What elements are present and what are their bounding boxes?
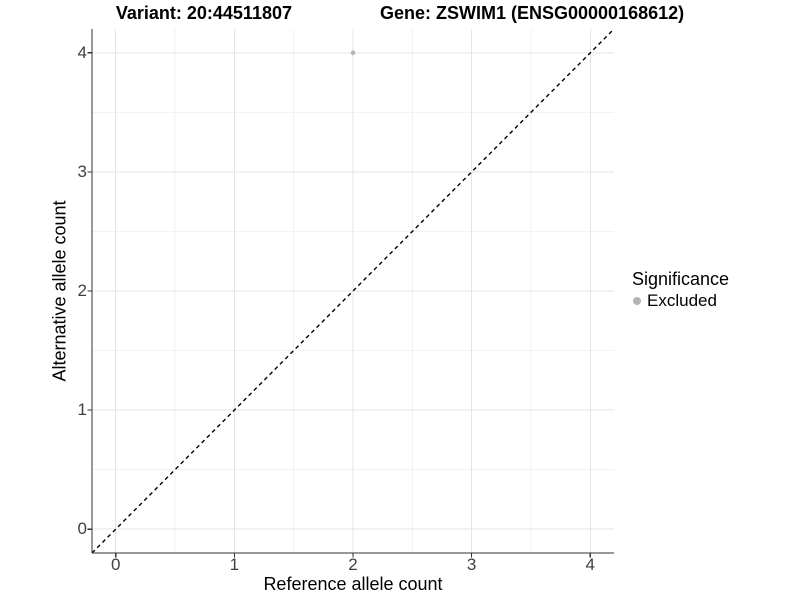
legend-point-icon (633, 297, 641, 305)
y-tick-label: 1 (77, 400, 87, 420)
x-tick-label: 1 (229, 555, 240, 574)
legend: Significance Excluded (632, 270, 729, 310)
y-tick-label: 3 (77, 161, 87, 181)
x-tick-label: 4 (585, 555, 595, 574)
x-tick-label: 2 (348, 555, 358, 574)
variant-title: Variant: 20:44511807 (115, 3, 292, 23)
plot-title-row: Variant: 20:44511807 Gene: ZSWIM1 (ENSG0… (0, 3, 800, 24)
legend-item-label: Excluded (647, 291, 717, 310)
gene-title: Gene: ZSWIM1 (ENSG00000168612) (380, 3, 685, 23)
identity-dashed-line (91, 28, 615, 554)
y-tick-label: 0 (77, 519, 87, 539)
y-tick-label: 2 (77, 281, 87, 300)
x-tick-label: 0 (110, 555, 121, 574)
y-tick-label: 4 (77, 42, 87, 62)
x-axis-title: Reference allele count (263, 574, 443, 594)
x-tick-label: 3 (466, 555, 477, 574)
legend-item-excluded: Excluded (632, 292, 729, 310)
data-point (350, 50, 356, 56)
y-axis-title: Alternative allele count (49, 200, 70, 382)
legend-title: Significance (632, 269, 730, 289)
